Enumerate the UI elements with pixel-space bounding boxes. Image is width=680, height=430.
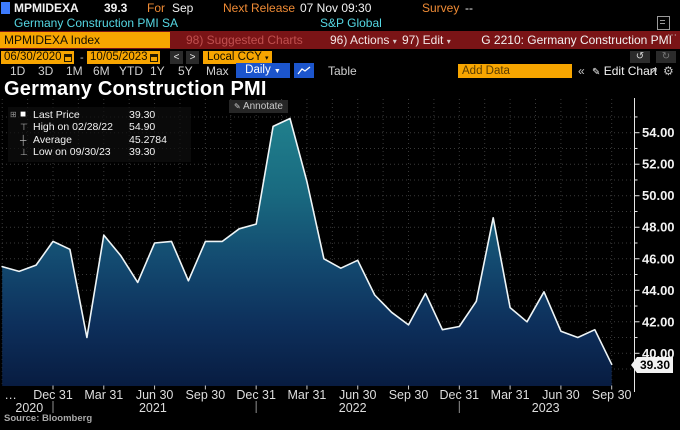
overflow-dots-icon[interactable]: ⋯	[667, 30, 677, 41]
range-tab-1m[interactable]: 1M	[66, 64, 83, 78]
chart-title: Germany Construction PMI	[4, 78, 267, 100]
high-marker-icon: ⊤	[20, 122, 28, 133]
legend-average[interactable]: ┼ Average 45.2784	[20, 133, 167, 146]
average-marker-icon: ┼	[20, 134, 27, 145]
range-tab-3d[interactable]: 3D	[38, 64, 54, 78]
svg-text:Mar 31: Mar 31	[84, 388, 123, 402]
legend-low[interactable]: ⊥ Low on 09/30/23 39.30	[20, 146, 156, 159]
chart-legend[interactable]: ⊞ ■ Last Price 39.30 ⊤ High on 02/28/22 …	[8, 107, 191, 162]
source-credit: Source: Bloomberg	[4, 413, 93, 424]
legend-expander-icon[interactable]: ⊞	[10, 110, 17, 119]
last-price-badge: 39.30	[630, 357, 674, 373]
date-separator: -	[80, 52, 84, 64]
svg-text:2023: 2023	[532, 401, 560, 415]
for-label: For	[147, 1, 165, 15]
svg-text:Mar 31: Mar 31	[491, 388, 530, 402]
last-price-marker-icon: ■	[20, 109, 27, 120]
svg-text:Dec 31: Dec 31	[33, 388, 73, 402]
actions-menu[interactable]: 96) Actions ▾	[330, 33, 397, 47]
svg-text:52.00: 52.00	[642, 157, 675, 172]
calendar-icon	[149, 53, 158, 62]
survey-label: Survey	[422, 1, 460, 15]
suggested-charts-button[interactable]: 98) Suggested Charts	[186, 33, 303, 47]
command-bar	[0, 31, 680, 49]
window-title: G 2210: Germany Construction PMI	[481, 33, 672, 47]
low-marker-icon: ⊥	[20, 147, 28, 158]
redo-button[interactable]: ↻	[656, 51, 676, 63]
chevron-down-icon: ▾	[446, 37, 451, 46]
svg-text:Jun 30: Jun 30	[339, 388, 377, 402]
range-tab-1y[interactable]: 1Y	[150, 64, 165, 78]
edit-chart-button[interactable]: ✎ Edit Chart	[592, 64, 658, 78]
collapse-panel-button[interactable]: «	[578, 64, 585, 78]
last-value: 39.3	[104, 1, 128, 15]
svg-text:Dec 31: Dec 31	[236, 388, 276, 402]
next-release-value: 07 Nov 09:30	[300, 1, 372, 15]
date-from-input[interactable]: 06/30/2020	[1, 51, 74, 64]
annotate-button[interactable]: ✎ Annotate	[229, 100, 288, 113]
svg-text:42.00: 42.00	[642, 314, 675, 329]
next-release-label: Next Release	[223, 1, 296, 15]
range-tab-ytd[interactable]: YTD	[119, 64, 143, 78]
range-tab-max[interactable]: Max	[206, 64, 229, 78]
pencil-icon: ✎	[234, 102, 241, 111]
svg-text:Sep 30: Sep 30	[389, 388, 429, 402]
note-icon[interactable]	[657, 16, 670, 30]
frequency-select[interactable]: Daily ▼	[236, 63, 290, 78]
svg-text:…: …	[4, 388, 17, 402]
add-data-input[interactable]: Add Data	[458, 64, 572, 78]
legend-high[interactable]: ⊤ High on 02/28/22 54.90	[20, 121, 156, 134]
legend-last-price[interactable]: ⊞ ■ Last Price 39.30	[10, 109, 156, 121]
svg-text:Mar 31: Mar 31	[287, 388, 326, 402]
svg-text:48.00: 48.00	[642, 220, 675, 235]
edit-menu[interactable]: 97) Edit ▾	[402, 33, 451, 47]
period: Sep	[172, 1, 194, 15]
table-button[interactable]: Table	[328, 64, 357, 78]
svg-text:54.00: 54.00	[642, 125, 675, 140]
range-tab-5y[interactable]: 5Y	[178, 64, 193, 78]
currency-select[interactable]: Local CCY ▾	[203, 51, 273, 64]
svg-text:Jun 30: Jun 30	[542, 388, 580, 402]
pencil-icon: ✎	[592, 67, 601, 78]
gear-icon[interactable]: ⚙	[663, 64, 674, 78]
security-name: Germany Construction PMI SA	[14, 16, 179, 30]
survey-value: --	[465, 1, 473, 15]
line-chart-icon	[297, 65, 311, 74]
svg-text:50.00: 50.00	[642, 188, 675, 203]
app-icon[interactable]	[1, 2, 10, 14]
svg-text:Dec 31: Dec 31	[440, 388, 480, 402]
svg-text:Sep 30: Sep 30	[186, 388, 226, 402]
provider-name: S&P Global	[320, 16, 382, 30]
ticker: MPMIDEXA	[14, 1, 79, 15]
calendar-icon	[63, 53, 72, 62]
svg-text:44.00: 44.00	[642, 283, 675, 298]
svg-text:Sep 30: Sep 30	[592, 388, 632, 402]
prev-period-button[interactable]: <	[170, 51, 183, 64]
next-period-button[interactable]: >	[186, 51, 199, 64]
range-tab-1d[interactable]: 1D	[10, 64, 26, 78]
ticker-input[interactable]: MPMIDEXA Index	[0, 32, 170, 48]
svg-text:46.00: 46.00	[642, 251, 675, 266]
date-to-input[interactable]: 10/05/2023	[87, 51, 160, 64]
svg-text:Jun 30: Jun 30	[136, 388, 174, 402]
chevron-down-icon: ▾	[392, 37, 397, 46]
line-chart-type-button[interactable]	[294, 63, 314, 78]
svg-text:2021: 2021	[139, 401, 167, 415]
undo-button[interactable]: ↺	[630, 51, 650, 63]
svg-text:2022: 2022	[339, 401, 367, 415]
range-tab-6m[interactable]: 6M	[93, 64, 110, 78]
expand-icon[interactable]: ↗	[648, 64, 659, 78]
